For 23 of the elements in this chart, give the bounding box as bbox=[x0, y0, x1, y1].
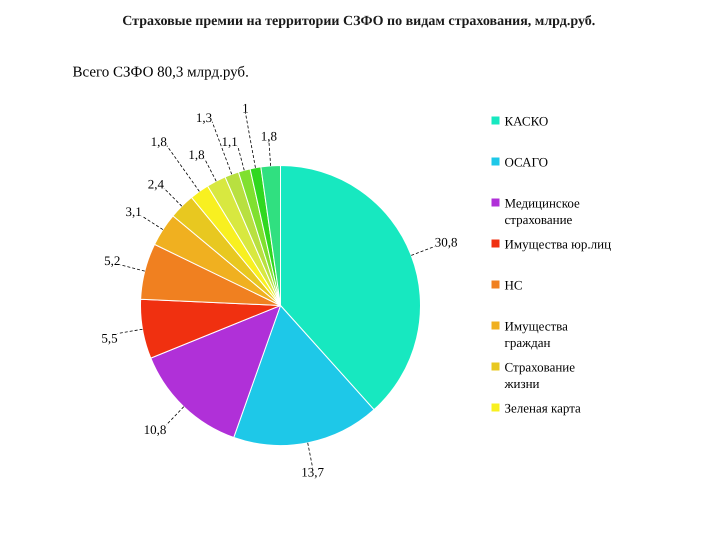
data-label: 30,8 bbox=[434, 234, 458, 250]
legend-label: Имущества граждан bbox=[504, 318, 568, 350]
legend-label: Медицинское страхование bbox=[504, 196, 580, 227]
data-label: 5,5 bbox=[101, 330, 118, 346]
data-label: 2,4 bbox=[148, 176, 165, 192]
data-label: 5,2 bbox=[104, 252, 120, 268]
legend-label: ОСАГО bbox=[504, 154, 548, 170]
data-label: 1,8 bbox=[260, 128, 277, 144]
data-label: 3,1 bbox=[125, 204, 142, 219]
data-label: 1,1 bbox=[221, 134, 238, 149]
text: Всего СЗФО 80,3 млрд.руб. bbox=[72, 64, 249, 80]
data-label: 1 bbox=[242, 100, 249, 116]
data-label: 13,7 bbox=[301, 464, 324, 480]
data-label: 1,8 bbox=[188, 146, 205, 162]
legend-label: Зеленая карта bbox=[504, 400, 582, 416]
legend-label: НС bbox=[504, 278, 523, 292]
chart-title: Страховые премии на территории СЗФО по видам страхования, млрд.руб. bbox=[122, 14, 596, 29]
legend-label: Имущества юр.лиц bbox=[504, 236, 612, 252]
legend-label: КАСКО bbox=[504, 114, 548, 128]
data-label: 1,8 bbox=[150, 134, 167, 149]
legend-label: Страхование жизни bbox=[504, 360, 576, 391]
data-label: 10,8 bbox=[144, 422, 166, 437]
data-label: 1,3 bbox=[196, 110, 212, 125]
